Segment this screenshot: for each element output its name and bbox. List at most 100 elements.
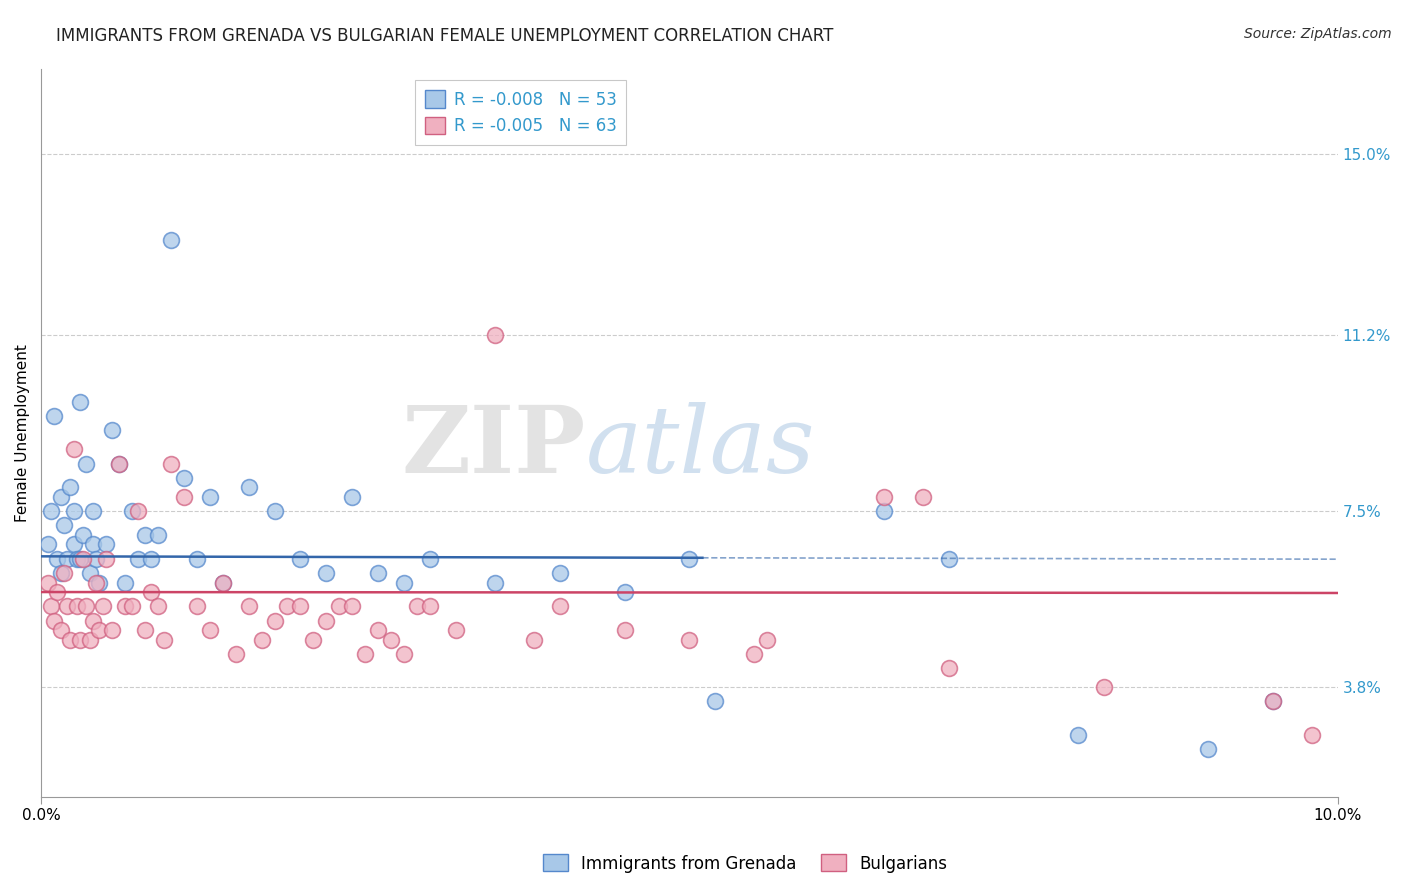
Point [406,599,429,614]
Point [37,575,59,590]
Point [484,328,506,343]
Point [146,599,169,614]
Point [146,528,169,542]
Point [153,632,176,647]
Point [72,528,94,542]
Point [159,233,181,247]
Point [250,632,273,647]
Point [93,599,115,614]
Point [873,504,896,518]
Point [419,599,441,614]
Point [704,694,727,708]
Point [315,566,337,580]
Point [548,566,571,580]
Point [211,575,233,590]
Point [238,480,260,494]
Point [367,566,389,580]
Point [56,551,79,566]
Point [159,457,181,471]
Text: IMMIGRANTS FROM GRENADA VS BULGARIAN FEMALE UNEMPLOYMENT CORRELATION CHART: IMMIGRANTS FROM GRENADA VS BULGARIAN FEM… [56,27,834,45]
Point [89,575,111,590]
Point [911,490,934,504]
Point [678,632,700,647]
Point [678,551,700,566]
Point [101,423,124,437]
Point [41,599,63,614]
Point [342,490,364,504]
Point [276,599,298,614]
Point [263,614,285,628]
Point [380,632,402,647]
Point [1261,694,1284,708]
Point [328,599,350,614]
Point [94,537,117,551]
Point [938,551,960,566]
Point [53,566,76,580]
Point [45,585,67,599]
Point [211,575,233,590]
Point [49,490,72,504]
Point [392,647,415,661]
Point [121,599,143,614]
Point [42,409,65,423]
Point [186,551,208,566]
Point [354,647,377,661]
Point [141,551,163,566]
Point [56,599,79,614]
Point [134,623,156,637]
Point [114,599,136,614]
Point [82,537,104,551]
Point [419,551,441,566]
Point [1092,680,1115,694]
Point [938,661,960,675]
Text: atlas: atlas [586,402,815,492]
Point [84,551,107,566]
Point [59,480,82,494]
Point [42,614,65,628]
Point [290,551,312,566]
Point [45,551,67,566]
Point [238,599,260,614]
Point [121,504,143,518]
Point [1261,694,1284,708]
Point [302,632,325,647]
Point [1301,728,1323,742]
Point [263,504,285,518]
Point [225,647,247,661]
Point [198,623,221,637]
Point [53,518,76,533]
Point [62,537,84,551]
Point [315,614,337,628]
Point [173,471,195,485]
Point [523,632,546,647]
Point [82,614,104,628]
Point [66,599,89,614]
Point [49,623,72,637]
Point [392,575,415,590]
Point [141,585,163,599]
Point [342,599,364,614]
Point [742,647,765,661]
Point [76,457,98,471]
Point [62,504,84,518]
Point [79,566,101,580]
Point [444,623,467,637]
Point [484,575,506,590]
Point [756,632,779,647]
Point [173,490,195,504]
Y-axis label: Female Unemployment: Female Unemployment [15,343,30,522]
Point [82,504,104,518]
Point [114,575,136,590]
Point [1067,728,1090,742]
Point [127,504,149,518]
Point [69,632,91,647]
Point [613,585,636,599]
Point [134,528,156,542]
Legend: R = -0.008   N = 53, R = -0.005   N = 63: R = -0.008 N = 53, R = -0.005 N = 63 [415,80,627,145]
Point [108,457,131,471]
Point [62,442,84,457]
Point [66,551,89,566]
Point [198,490,221,504]
Point [72,551,94,566]
Point [873,490,896,504]
